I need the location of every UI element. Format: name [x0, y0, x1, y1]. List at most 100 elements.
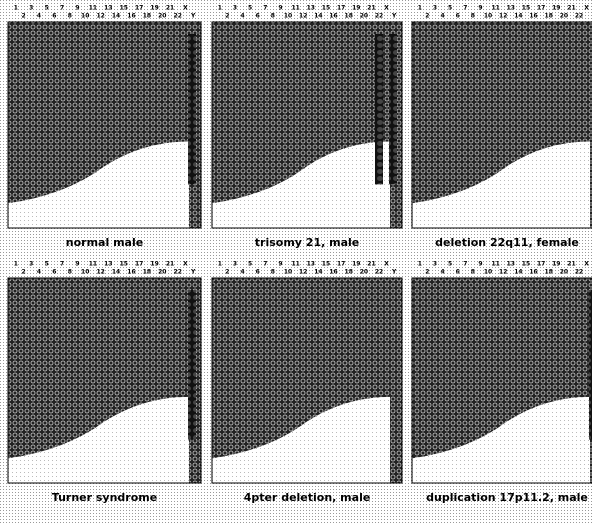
column-label: 22	[375, 269, 383, 276]
column-label: 7	[60, 261, 64, 268]
column-label: 15	[522, 5, 530, 12]
column-label: 6	[52, 13, 56, 20]
column-label: 14	[514, 269, 522, 276]
column-label: 5	[248, 261, 252, 268]
column-label: 18	[345, 13, 353, 20]
column-label: 11	[491, 5, 499, 12]
column-label: 20	[158, 269, 166, 276]
panel: 12345678910111213141516171819202122XYdup…	[412, 261, 592, 505]
column-label: 9	[278, 261, 282, 268]
figure: 12345678910111213141516171819202122XYnor…	[0, 0, 592, 523]
column-label: 1	[218, 261, 222, 268]
column-label: 10	[484, 13, 492, 20]
column-label: 16	[529, 13, 537, 20]
column-label: 20	[560, 13, 568, 20]
column-label: 21	[567, 261, 575, 268]
column-label: Y	[190, 269, 196, 276]
column-label: 18	[143, 269, 151, 276]
column-label: 19	[352, 5, 360, 12]
column-label: 13	[507, 5, 515, 12]
column-label: 17	[337, 5, 345, 12]
column-label: 22	[375, 13, 383, 20]
panel-caption: 4pter deletion, male	[244, 491, 371, 504]
column-label: 17	[135, 261, 143, 268]
column-label: 11	[491, 261, 499, 268]
column-label: 5	[448, 5, 452, 12]
column-label: 10	[81, 13, 89, 20]
column-label: 6	[256, 269, 260, 276]
column-label: 12	[96, 13, 104, 20]
column-label: 22	[174, 13, 182, 20]
column-label: 4	[440, 13, 444, 20]
column-label: 3	[233, 261, 237, 268]
column-label: 13	[507, 261, 515, 268]
column-label: 7	[263, 261, 267, 268]
column-label: 6	[456, 13, 460, 20]
column-label: 13	[104, 5, 112, 12]
column-label: 14	[314, 13, 322, 20]
column-label: 2	[225, 269, 229, 276]
column-label: 3	[29, 5, 33, 12]
column-label: 22	[575, 269, 583, 276]
column-label: 20	[560, 269, 568, 276]
column-label: 13	[307, 261, 315, 268]
column-label: 19	[150, 5, 158, 12]
panel: 12345678910111213141516171819202122XY4pt…	[212, 261, 402, 505]
column-label: X	[384, 261, 389, 268]
column-label: 11	[291, 261, 299, 268]
column-label: 1	[418, 261, 422, 268]
column-label: 18	[143, 13, 151, 20]
column-label: 15	[120, 261, 128, 268]
column-label: 17	[537, 5, 545, 12]
column-label: 1	[418, 5, 422, 12]
column-label: 16	[127, 13, 135, 20]
column-label: X	[384, 5, 389, 12]
panel: 12345678910111213141516171819202122XYnor…	[8, 5, 201, 250]
column-label: 19	[352, 261, 360, 268]
column-label: 2	[425, 269, 429, 276]
column-label: 2	[21, 13, 25, 20]
column-label: 15	[120, 5, 128, 12]
column-label: 9	[75, 261, 79, 268]
column-label: 17	[537, 261, 545, 268]
column-label: 3	[233, 5, 237, 12]
column-label: 16	[529, 269, 537, 276]
column-label: 10	[484, 269, 492, 276]
column-label: 13	[104, 261, 112, 268]
column-label: 10	[81, 269, 89, 276]
column-label: 3	[433, 261, 437, 268]
column-label: 6	[256, 13, 260, 20]
column-label: 7	[263, 5, 267, 12]
column-label: 14	[112, 13, 120, 20]
column-label: 12	[499, 13, 507, 20]
column-label: 1	[14, 5, 18, 12]
column-label: 9	[278, 5, 282, 12]
column-label: 2	[21, 269, 25, 276]
panel: 12345678910111213141516171819202122XYtri…	[212, 5, 402, 250]
column-label: 4	[440, 269, 444, 276]
column-label: 5	[248, 5, 252, 12]
column-label: 20	[158, 13, 166, 20]
column-label: Y	[391, 269, 397, 276]
column-label: 16	[127, 269, 135, 276]
dark-column	[389, 34, 397, 184]
column-label: 8	[271, 269, 275, 276]
column-label: 11	[89, 5, 97, 12]
panel-caption: deletion 22q11, female	[435, 236, 579, 249]
column-label: 15	[522, 261, 530, 268]
column-label: 2	[225, 13, 229, 20]
panel-caption: Turner syndrome	[52, 491, 157, 504]
column-label: Y	[190, 13, 196, 20]
panel-caption: duplication 17p11.2, male	[426, 491, 588, 504]
column-label: 5	[45, 5, 49, 12]
column-label: 14	[314, 269, 322, 276]
column-label: 17	[135, 5, 143, 12]
column-label: 22	[174, 269, 182, 276]
column-label: 2	[425, 13, 429, 20]
column-label: 20	[360, 13, 368, 20]
column-label: 7	[463, 261, 467, 268]
column-label: 4	[37, 13, 41, 20]
column-label: X	[584, 5, 589, 12]
column-label: 18	[545, 13, 553, 20]
column-label: 1	[218, 5, 222, 12]
